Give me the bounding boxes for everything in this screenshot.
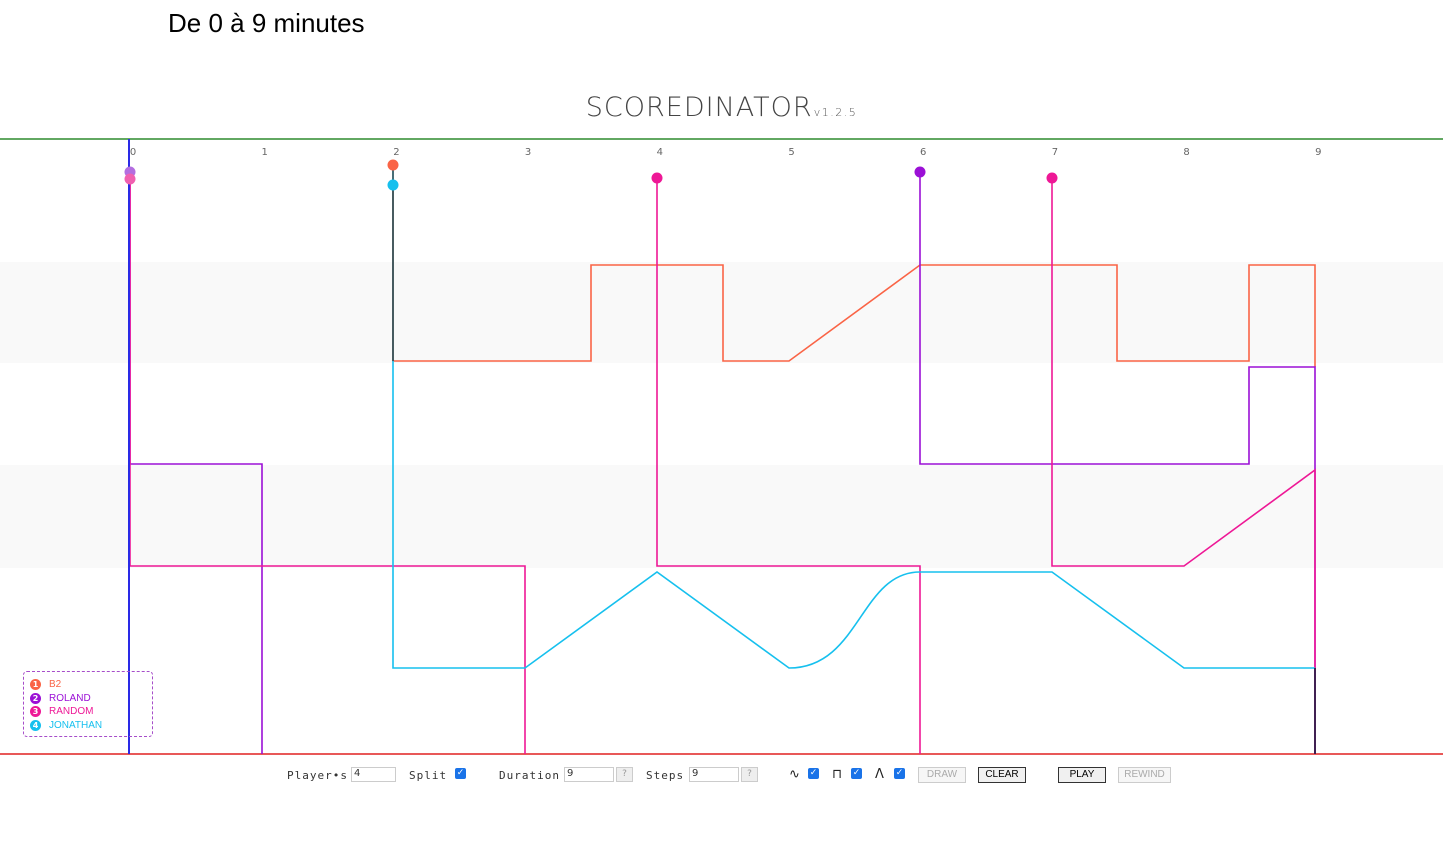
track-roland bbox=[129, 172, 1316, 754]
cue-marker-jonathan-2[interactable] bbox=[387, 179, 399, 191]
square-shape-icon: ⊓ bbox=[832, 767, 843, 782]
square-checkbox[interactable]: ✓ bbox=[851, 768, 862, 779]
band-2 bbox=[0, 262, 1443, 363]
tick-label-4: 4 bbox=[657, 147, 663, 158]
legend-label-3: RANDOM bbox=[49, 706, 94, 718]
clear-button[interactable]: CLEAR bbox=[978, 767, 1026, 783]
app-title: SCOREDINATOR bbox=[585, 92, 813, 123]
cue-marker-random-4[interactable] bbox=[651, 172, 663, 184]
legend-item-4: 4 JONATHAN bbox=[30, 719, 152, 733]
legend-number-4: 4 bbox=[30, 719, 41, 731]
app-logo: SCOREDINATORv1.2.5 bbox=[0, 92, 1443, 123]
legend-number-1: 1 bbox=[30, 679, 41, 691]
track-b2 bbox=[392, 185, 1316, 367]
legend-item-3: 3 RANDOM bbox=[30, 705, 152, 719]
cue-marker-random-7[interactable] bbox=[1046, 172, 1058, 184]
caption: De 0 à 9 minutes bbox=[168, 8, 365, 38]
band-4 bbox=[0, 465, 1443, 568]
legend-label-2: ROLAND bbox=[49, 692, 91, 704]
play-button[interactable]: PLAY bbox=[1058, 767, 1106, 783]
tick-label-2: 2 bbox=[393, 147, 399, 158]
legend-label-1: B2 bbox=[49, 679, 62, 691]
tick-label-1: 1 bbox=[262, 147, 268, 158]
app-version: v1.2.5 bbox=[813, 106, 858, 119]
legend-item-2: 2 ROLAND bbox=[30, 692, 152, 706]
duration-label: Duration bbox=[499, 769, 560, 782]
players-label: Player•s bbox=[287, 769, 348, 782]
rewind-button[interactable]: REWIND bbox=[1118, 767, 1171, 783]
steps-label: Steps bbox=[646, 769, 685, 782]
legend-number-2: 2 bbox=[30, 692, 41, 704]
cue-marker-random-0[interactable] bbox=[124, 173, 136, 185]
track-jonathan bbox=[392, 361, 1315, 669]
duration-help-button[interactable]: ? bbox=[616, 767, 633, 782]
split-checkbox[interactable]: ✓ bbox=[455, 768, 466, 779]
tick-label-3: 3 bbox=[525, 147, 531, 158]
steps-input[interactable]: 9 bbox=[689, 767, 739, 782]
steps-help-button[interactable]: ? bbox=[741, 767, 758, 782]
player-legend: 1 B2 2 ROLAND 3 RANDOM 4 JONATHAN bbox=[23, 671, 153, 737]
tick-label-9: 9 bbox=[1315, 147, 1321, 158]
legend-label-4: JONATHAN bbox=[49, 719, 103, 731]
players-input[interactable]: 4 bbox=[351, 767, 396, 782]
legend-item-1: 1 B2 bbox=[30, 678, 152, 692]
draw-button[interactable]: DRAW bbox=[918, 767, 966, 783]
legend-number-3: 3 bbox=[30, 706, 41, 718]
tick-label-8: 8 bbox=[1183, 147, 1189, 158]
triangle-shape-icon: Λ bbox=[875, 767, 884, 782]
tick-label-5: 5 bbox=[788, 147, 794, 158]
triangle-checkbox[interactable]: ✓ bbox=[894, 768, 905, 779]
tick-label-6: 6 bbox=[920, 147, 926, 158]
duration-input[interactable]: 9 bbox=[564, 767, 614, 782]
tick-label-0: 0 bbox=[130, 147, 136, 158]
cue-marker-b2-2[interactable] bbox=[387, 159, 399, 171]
split-label: Split bbox=[409, 769, 448, 782]
curve-checkbox[interactable]: ✓ bbox=[808, 768, 819, 779]
tick-label-7: 7 bbox=[1052, 147, 1058, 158]
curve-shape-icon: ∿ bbox=[789, 767, 800, 782]
cue-marker-roland-6[interactable] bbox=[914, 166, 926, 178]
